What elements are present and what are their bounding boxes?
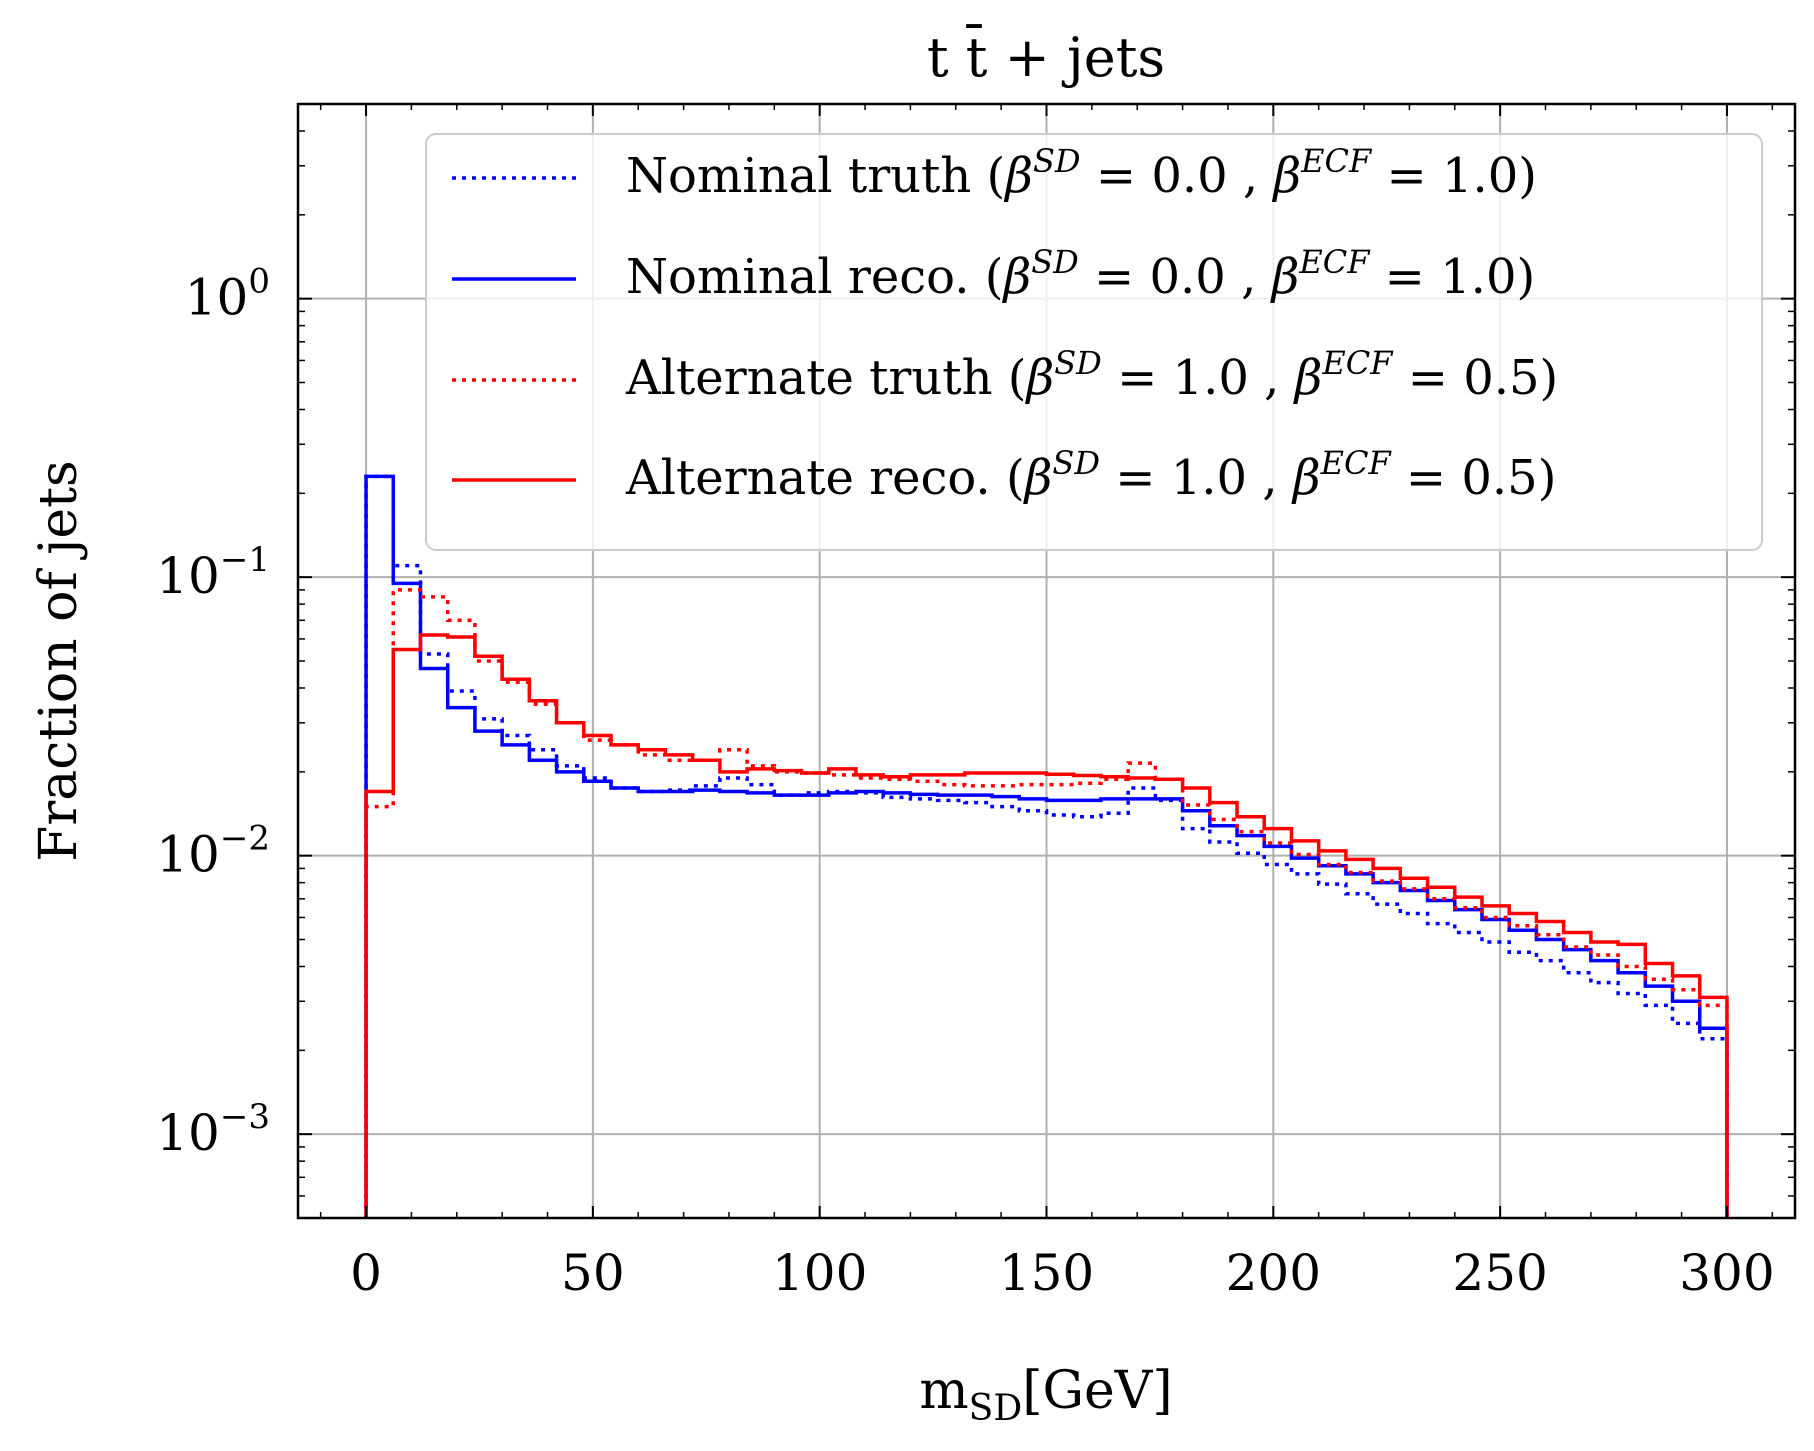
legend-frame bbox=[425, 133, 1763, 551]
x-tick-label: 250 bbox=[1452, 1244, 1547, 1302]
legend-entry-label: Nominal truth (βSD = 0.0 , βECF = 1.0) bbox=[626, 142, 1537, 204]
x-axis-label: mSD[GeV] bbox=[919, 1361, 1172, 1429]
x-axis-label-sub: SD bbox=[969, 1388, 1023, 1429]
y-tick-label: 10−1 bbox=[156, 540, 270, 605]
y-tick-label: 100 bbox=[185, 262, 270, 327]
x-tick-label: 100 bbox=[772, 1244, 867, 1302]
y-tick-label: 10−2 bbox=[156, 819, 270, 884]
legend-entry-label: Alternate reco. (βSD = 1.0 , βECF = 0.5) bbox=[625, 444, 1556, 506]
legend-entry-label: Nominal reco. (βSD = 0.0 , βECF = 1.0) bbox=[626, 243, 1535, 305]
y-axis-label: Fraction of jets bbox=[29, 460, 89, 861]
series-layer bbox=[364, 474, 1729, 1218]
x-tick-label: 50 bbox=[561, 1244, 625, 1302]
x-axis-label-unit: [GeV] bbox=[1022, 1361, 1172, 1421]
x-axis: 0 50 100 150 200 250 300 bbox=[319, 104, 1775, 1302]
y-axis: 100 10−1 10−2 10−3 bbox=[156, 103, 1795, 1219]
series-alternate-truth-line bbox=[364, 588, 1729, 1218]
x-tick-label: 150 bbox=[999, 1244, 1094, 1302]
legend-entry-label: Alternate truth (βSD = 1.0 , βECF = 0.5) bbox=[625, 344, 1558, 406]
x-tick-label: 200 bbox=[1226, 1244, 1321, 1302]
x-axis-label-main: m bbox=[919, 1361, 968, 1421]
x-tick-label: 300 bbox=[1679, 1244, 1774, 1302]
legend: Nominal truth (βSD = 0.0 , βECF = 1.0) No… bbox=[425, 133, 1763, 551]
series-nominal-reco-line bbox=[364, 474, 1729, 1218]
series-nominal-truth-line bbox=[364, 474, 1729, 1218]
y-tick-label: 10−3 bbox=[156, 1097, 270, 1162]
series-alternate-reco-line bbox=[364, 633, 1729, 1218]
chart-title: t t̄ + jets bbox=[927, 23, 1165, 89]
x-tick-label: 0 bbox=[350, 1244, 382, 1302]
